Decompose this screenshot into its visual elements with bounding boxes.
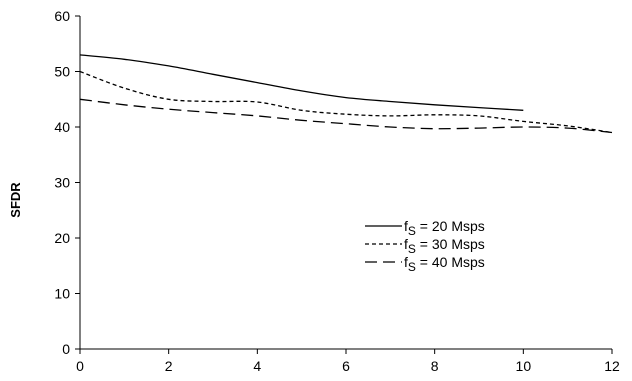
y-tick-label: 40 xyxy=(54,119,70,135)
y-tick-label: 20 xyxy=(54,230,70,246)
y-tick-label: 10 xyxy=(54,286,70,302)
x-tick-label: 12 xyxy=(604,358,620,374)
series-line-1 xyxy=(79,54,524,111)
x-tick-label: 2 xyxy=(165,358,173,374)
series-line-3 xyxy=(79,98,613,134)
y-tick-label: 50 xyxy=(54,64,70,80)
series-layer xyxy=(79,54,613,134)
x-tick-label: 8 xyxy=(431,358,439,374)
axis-ticks: 0 2 4 6 8 10 12 0 10 20 30 40 50 60 xyxy=(54,8,620,374)
x-tick-label: 10 xyxy=(516,358,532,374)
y-tick-label: 30 xyxy=(54,175,70,191)
legend-label-1: fS = 20 Msps xyxy=(404,218,485,238)
y-axis-title: SFDR xyxy=(8,182,23,218)
series-line-2 xyxy=(79,70,613,134)
x-tick-label: 0 xyxy=(76,358,84,374)
legend-label-3: fS = 40 Msps xyxy=(404,254,485,274)
y-tick-label: 60 xyxy=(54,8,70,24)
x-tick-label: 6 xyxy=(342,358,350,374)
y-tick-label: 0 xyxy=(62,341,70,357)
x-tick-label: 4 xyxy=(253,358,261,374)
legend-label-2: fS = 30 Msps xyxy=(404,236,485,256)
